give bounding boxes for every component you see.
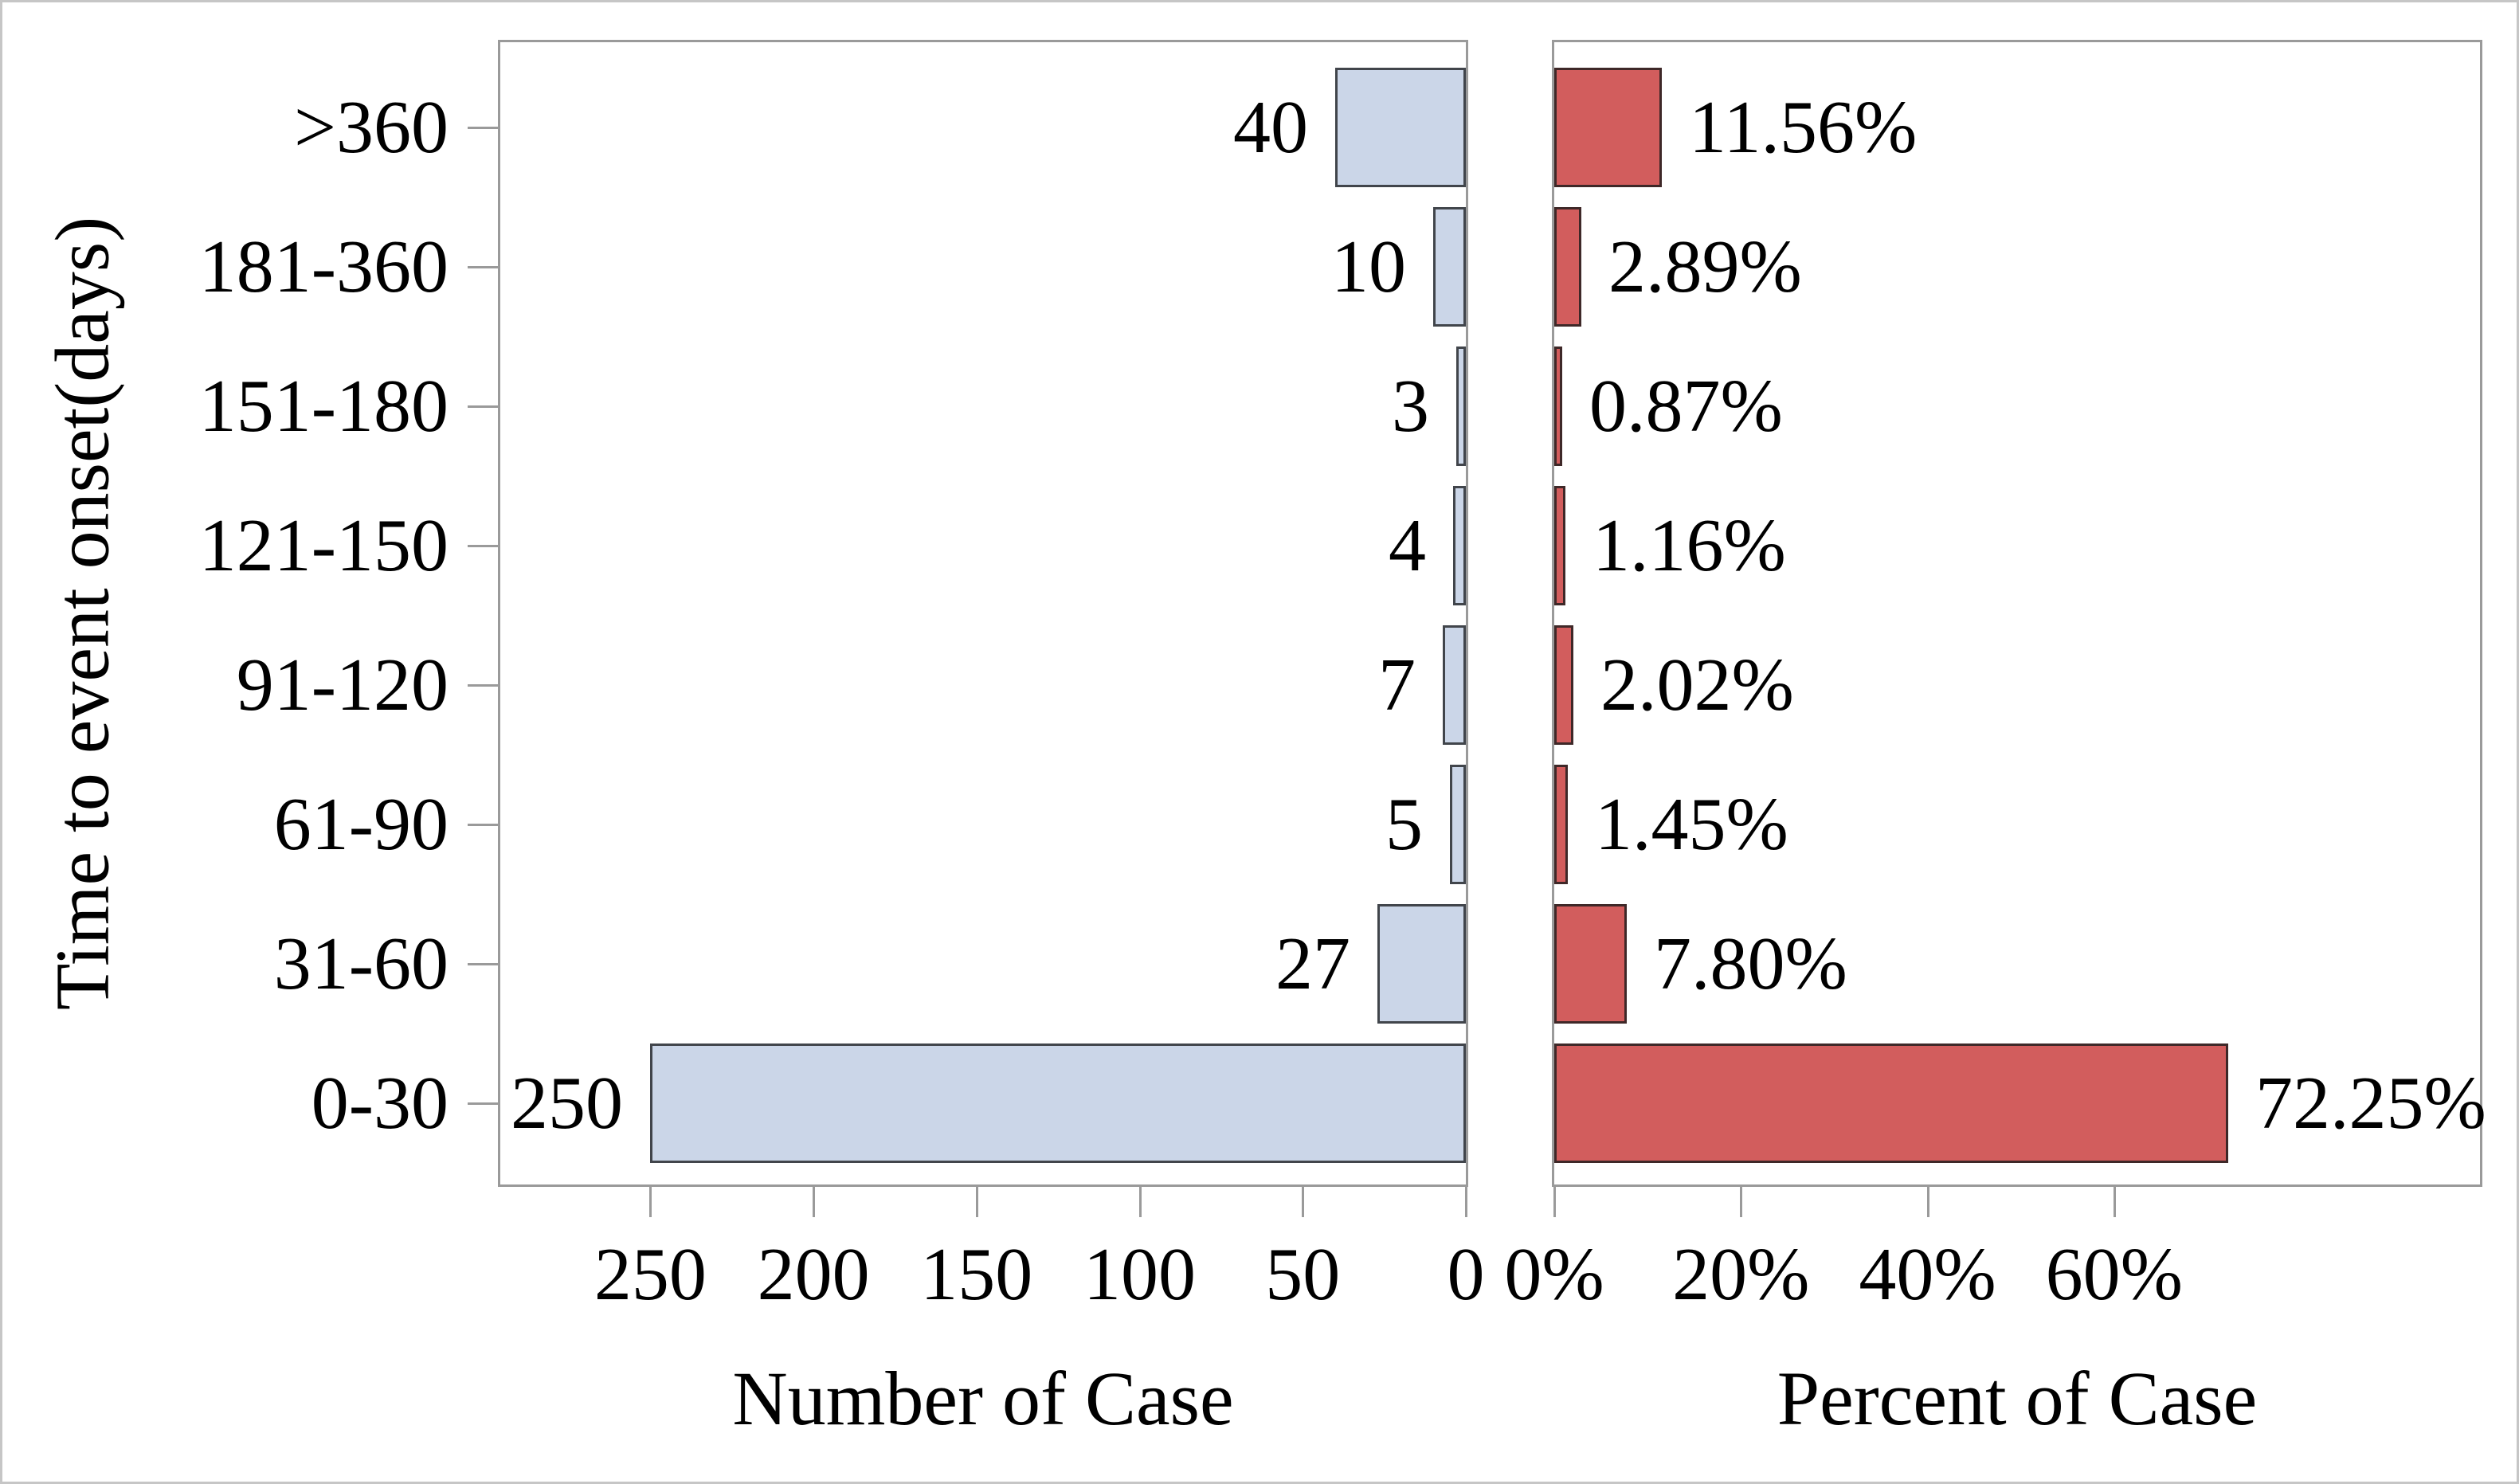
x-tick [2113, 1187, 2116, 1217]
percent-bar [1554, 1043, 2228, 1163]
count-value-label: 40 [1233, 86, 1308, 169]
x-tick [1740, 1187, 1743, 1217]
category-tick [468, 1102, 498, 1105]
category-tick [468, 127, 498, 129]
x-tick [1302, 1187, 1305, 1217]
count-bar [1335, 68, 1466, 187]
percent-value-label: 72.25% [2255, 1062, 2486, 1145]
x-tick-label: 100 [1083, 1233, 1197, 1316]
x-tick-label: 0 [1447, 1233, 1485, 1316]
category-label: 151-180 [198, 365, 449, 448]
x-tick-label: 60% [2045, 1233, 2183, 1316]
category-label: 31-60 [273, 922, 449, 1005]
percent-bar [1554, 347, 1562, 466]
x-tick-label: 50 [1265, 1233, 1341, 1316]
count-value-label: 27 [1275, 922, 1350, 1005]
count-bar [1443, 625, 1466, 745]
category-tick [468, 405, 498, 408]
count-value-label: 250 [511, 1062, 623, 1145]
category-label: >360 [293, 86, 449, 169]
x-tick [649, 1187, 652, 1217]
x-tick-label: 150 [920, 1233, 1033, 1316]
count-value-label: 5 [1385, 783, 1423, 866]
x-tick [1926, 1187, 1929, 1217]
category-tick [468, 545, 498, 547]
x-tick-label: 0% [1504, 1233, 1604, 1316]
percent-bar [1554, 68, 1662, 187]
count-bar [1450, 765, 1466, 884]
percent-bar [1554, 904, 1627, 1024]
category-tick [468, 684, 498, 687]
x-tick [1553, 1187, 1556, 1217]
x-tick-label: 40% [1859, 1233, 1996, 1316]
percent-value-label: 0.87% [1589, 365, 1783, 448]
category-label: 91-120 [236, 644, 449, 726]
percent-value-label: 11.56% [1689, 86, 1918, 169]
x-axis-title-right: Percent of Case [1777, 1356, 2258, 1441]
category-label: 61-90 [273, 783, 449, 866]
count-bar [1456, 347, 1466, 466]
percent-value-label: 1.45% [1595, 783, 1788, 866]
category-tick [468, 824, 498, 826]
x-tick-label: 200 [757, 1233, 870, 1316]
x-tick [813, 1187, 816, 1217]
count-bar [1433, 207, 1466, 327]
count-bar [1377, 904, 1466, 1024]
count-bar [1453, 486, 1466, 605]
percent-bar [1554, 486, 1565, 605]
category-tick [468, 266, 498, 268]
percent-value-label: 7.80% [1654, 922, 1847, 1005]
count-value-label: 3 [1392, 365, 1429, 448]
category-tick [468, 963, 498, 965]
percent-panel [1552, 40, 2482, 1187]
x-tick [1138, 1187, 1142, 1217]
category-label: 0-30 [311, 1062, 449, 1145]
percent-value-label: 2.89% [1608, 225, 1802, 308]
x-tick [975, 1187, 978, 1217]
x-tick-label: 20% [1672, 1233, 1810, 1316]
percent-value-label: 1.16% [1592, 504, 1786, 587]
percent-bar [1554, 765, 1568, 884]
count-panel [498, 40, 1468, 1187]
x-tick-label: 250 [594, 1233, 707, 1316]
category-label: 121-150 [198, 504, 449, 587]
percent-bar [1554, 207, 1581, 327]
y-axis-title: Time to event onset(days) [39, 216, 125, 1011]
category-label: 181-360 [198, 225, 449, 308]
percent-value-label: 2.02% [1600, 644, 1794, 726]
count-value-label: 4 [1389, 504, 1426, 587]
count-value-label: 7 [1378, 644, 1416, 726]
x-axis-title-left: Number of Case [732, 1356, 1234, 1441]
percent-bar [1554, 625, 1573, 745]
count-bar [650, 1043, 1466, 1163]
x-tick [1465, 1187, 1467, 1217]
count-value-label: 10 [1331, 225, 1406, 308]
